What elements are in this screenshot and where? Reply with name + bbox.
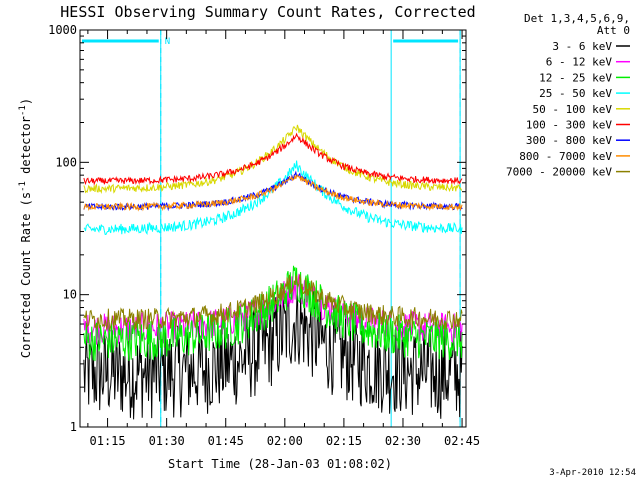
x-tick-label: 01:30 [149, 434, 185, 448]
legend-label-4: 50 - 100 keV [533, 103, 613, 116]
series-lines [83, 124, 463, 420]
legend-label-3: 25 - 50 keV [539, 87, 612, 100]
legend-label-0: 3 - 6 keV [552, 40, 612, 53]
chart-title: HESSI Observing Summary Count Rates, Cor… [60, 3, 475, 21]
axes: 1 10 100 1000 01:15 01:30 01:45 02:00 02:15 02:30… [48, 23, 480, 448]
x-tick-label: 02:45 [444, 434, 480, 448]
series-line-8 [83, 274, 463, 332]
legend-label-6: 300 - 800 keV [526, 134, 612, 147]
legend-label-8: 7000 - 20000 keV [506, 166, 612, 179]
legend: 3 - 6 keV 6 - 12 keV 12 - 25 keV 25 - 50 ke… [506, 40, 630, 179]
legend-header-2: Att 0 [597, 24, 630, 37]
x-axis-label: Start Time (28-Jan-03 01:08:02) [168, 457, 392, 471]
legend-header-1: Det 1,3,4,5,6,9, [524, 12, 630, 25]
series-line-4 [83, 124, 463, 195]
x-tick-label: 02:00 [267, 434, 303, 448]
y-tick-label: 1000 [48, 23, 77, 37]
y-tick-label: 10 [63, 288, 77, 302]
series-line-5 [83, 132, 463, 186]
y-tick-label: 100 [55, 155, 77, 169]
legend-label-5: 100 - 300 keV [526, 119, 612, 132]
legend-label-7: 800 - 7000 keV [519, 150, 612, 163]
series-line-3 [83, 160, 463, 236]
x-tick-label: 01:15 [90, 434, 126, 448]
x-tick-label: 02:30 [385, 434, 421, 448]
plot-frame [79, 29, 467, 428]
series-line-7 [83, 173, 463, 212]
x-tick-label: 02:15 [326, 434, 362, 448]
x-tick-label: 01:45 [208, 434, 244, 448]
night-flag-label: N [165, 37, 170, 47]
y-tick-label: 1 [70, 420, 77, 434]
series-line-2 [83, 265, 463, 362]
legend-label-2: 12 - 25 keV [539, 71, 612, 84]
legend-label-1: 6 - 12 keV [546, 56, 613, 69]
series-line-0 [83, 282, 463, 420]
y-axis-label: Corrected Count Rate (s-1 detector-1) [18, 98, 33, 358]
footer-timestamp: 3-Apr-2010 12:54 [549, 468, 636, 478]
